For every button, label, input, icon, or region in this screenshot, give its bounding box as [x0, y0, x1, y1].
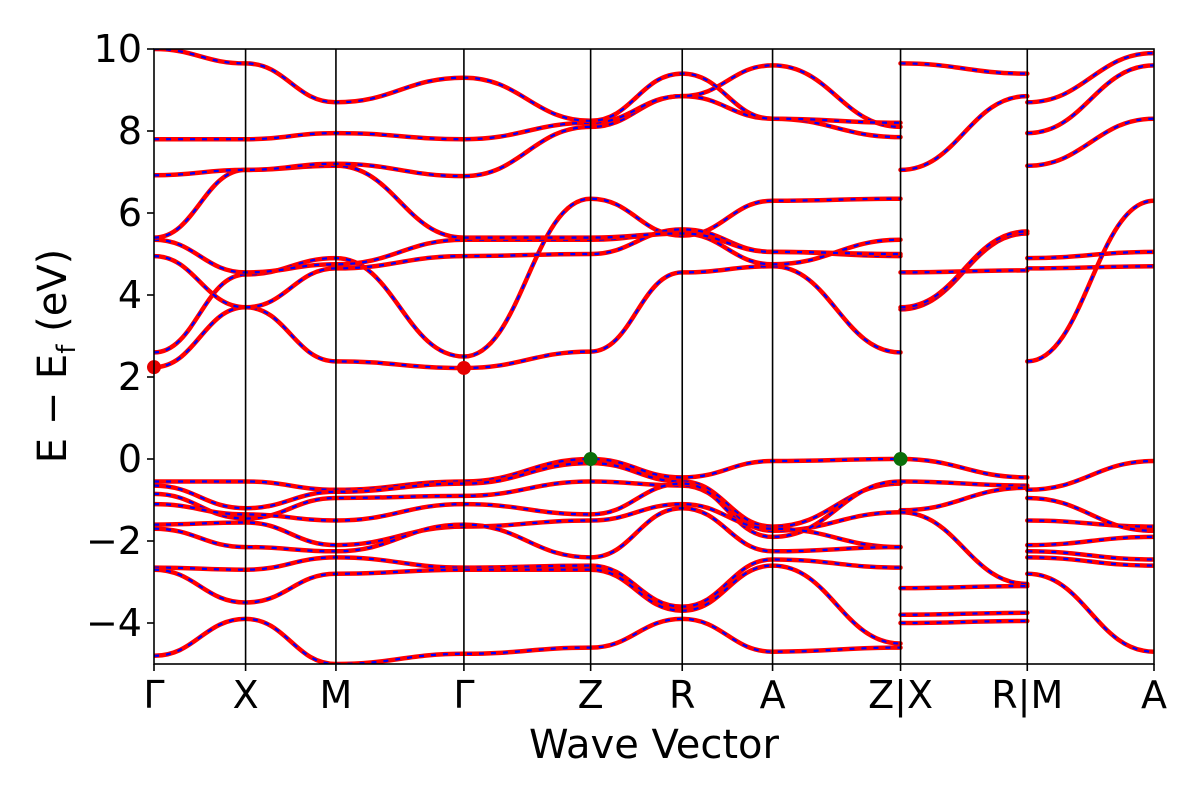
x-tick-label-7: Z|X — [868, 673, 933, 718]
y-tick-label-2: 0 — [118, 437, 142, 481]
x-tick-label-4: Z — [578, 673, 604, 717]
x-axis-ticks: Γ X M Γ Z R A Z|X R|M A — [143, 664, 1167, 718]
y-tick-label-1: −2 — [86, 519, 142, 563]
band-line-overlay-23 — [900, 480, 1028, 487]
x-axis-title: Wave Vector — [529, 722, 780, 768]
x-tick-label-9: A — [1141, 673, 1167, 717]
band-line-overlay-1 — [154, 197, 901, 358]
x-tick-label-2: M — [320, 673, 353, 717]
band-line-7 — [154, 49, 903, 126]
y-axis-ticks: −4 −2 0 2 4 6 8 10 — [86, 27, 154, 645]
band-line-overlay-25 — [900, 511, 1028, 586]
band-line-overlay-15 — [154, 564, 901, 645]
x-tick-label-0: Γ — [143, 673, 164, 717]
y-tick-label-3: 2 — [118, 355, 142, 399]
band-line-16 — [154, 616, 903, 664]
band-line-35 — [1025, 458, 1154, 493]
band-line-overlay-20 — [900, 95, 1028, 171]
band-line-overlay-24 — [900, 486, 1028, 512]
band-line-overlay-8 — [154, 457, 901, 491]
y-axis-title-main: E − E — [30, 354, 76, 464]
band-line-overlay-14 — [154, 556, 901, 608]
band-line-13 — [154, 505, 903, 560]
band-line-overlay-22 — [900, 457, 1028, 479]
vbm-marker-3 — [893, 452, 908, 466]
band-line-overlay-28 — [900, 619, 1028, 625]
band-line-overlay-36 — [1027, 519, 1154, 528]
band-line-5 — [154, 93, 903, 179]
band-line-overlay-0 — [154, 265, 901, 370]
x-tick-label-3: Γ — [453, 673, 474, 717]
band-line-overlay-10 — [154, 480, 901, 532]
plot-frame — [153, 48, 1155, 665]
vbm-marker-2 — [583, 452, 598, 466]
band-line-29 — [1025, 198, 1154, 364]
cbm-marker-1 — [456, 360, 471, 375]
band-line-34 — [1025, 50, 1154, 105]
band-line-overlay-33 — [1027, 64, 1154, 135]
band-line-overlay-31 — [1027, 250, 1154, 260]
y-tick-label-7: 10 — [94, 27, 142, 71]
y-tick-label-6: 8 — [118, 109, 142, 153]
band-edge-markers — [147, 360, 908, 466]
high-symmetry-lines — [244, 49, 1029, 664]
y-axis-title: E − Ef (eV) — [30, 249, 82, 464]
y-tick-label-4: 4 — [118, 273, 142, 317]
x-tick-label-1: X — [233, 673, 259, 717]
y-axis-title-tail: (eV) — [30, 249, 76, 345]
band-line-overlay-27 — [900, 611, 1028, 616]
x-tick-label-6: A — [760, 673, 786, 717]
x-tick-label-5: R — [669, 673, 695, 717]
band-line-overlay-12 — [154, 502, 901, 549]
band-line-overlay-39 — [1027, 550, 1154, 561]
band-line-overlay-5 — [154, 94, 901, 178]
band-line-overlay-11 — [154, 480, 901, 539]
bands-layer — [154, 49, 1154, 664]
band-line-6 — [154, 63, 903, 142]
band-line-15 — [154, 563, 903, 646]
band-line-overlay-40 — [1027, 556, 1154, 567]
y-tick-label-0: −4 — [86, 601, 142, 645]
band-line-overlay-7 — [154, 49, 901, 124]
band-line-overlay-34 — [1027, 52, 1154, 104]
band-line-overlay-26 — [900, 585, 1028, 590]
band-line-overlay-4 — [154, 164, 901, 256]
band-line-overlay-6 — [154, 64, 901, 141]
band-line-overlay-19 — [900, 269, 1028, 274]
x-tick-label-8: R|M — [991, 673, 1063, 718]
y-tick-label-5: 6 — [118, 191, 142, 235]
band-line-overlay-29 — [1027, 199, 1154, 363]
band-line-overlay-30 — [1027, 265, 1154, 270]
band-line-overlay-35 — [1027, 459, 1154, 491]
band-line-overlay-38 — [1027, 535, 1154, 547]
y-axis-title-sub: f — [52, 344, 82, 354]
band-line-37 — [1025, 495, 1154, 534]
band-line-overlay-41 — [1027, 572, 1154, 653]
band-line-32 — [1025, 116, 1154, 169]
band-line-overlay-21 — [900, 62, 1028, 75]
